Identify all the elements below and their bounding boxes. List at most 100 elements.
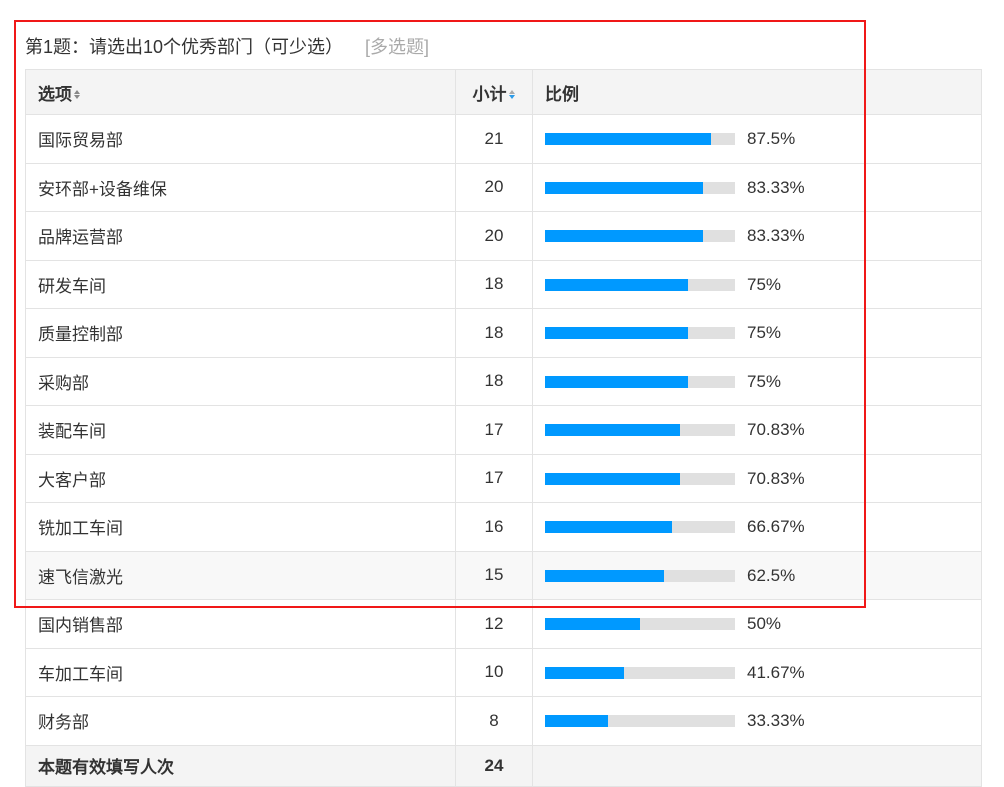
progress-bar — [545, 375, 735, 388]
option-count: 16 — [455, 502, 533, 552]
option-count: 10 — [455, 647, 533, 697]
ratio-text: 62.5% — [747, 565, 796, 585]
results-table: 选项 小计 比例 国际贸易部 21 87.5% 安环部+设备维保 20 83.33% 品牌运… — [25, 69, 982, 787]
question-text: 第1题：请选出10个优秀部门（可少选） — [25, 37, 344, 57]
progress-bar — [545, 521, 735, 533]
ratio-text: 50% — [747, 614, 782, 633]
option-count: 12 — [455, 599, 533, 649]
option-count: 17 — [455, 453, 533, 503]
table-row: 品牌运营部 20 83.33% — [25, 211, 982, 261]
ratio-cell: 50% — [532, 599, 982, 649]
option-label: 速飞信激光 — [25, 550, 456, 600]
ratio-cell: 75% — [532, 259, 982, 309]
table-row: 车加工车间 10 41.67% — [25, 647, 982, 697]
table-row: 质量控制部 18 75% — [25, 308, 982, 358]
option-label: 安环部+设备维保 — [25, 162, 456, 212]
table-header: 选项 小计 比例 — [25, 69, 982, 115]
ratio-cell: 70.83% — [532, 453, 982, 503]
progress-bar — [545, 424, 735, 436]
progress-fill — [545, 278, 688, 291]
option-count: 15 — [455, 550, 533, 600]
option-label: 质量控制部 — [25, 308, 456, 358]
header-count-label: 小计 — [472, 84, 507, 104]
progress-fill — [545, 569, 664, 582]
option-count: 20 — [455, 162, 533, 212]
progress-bar — [545, 569, 735, 582]
progress-fill — [545, 666, 625, 679]
ratio-text: 41.67% — [747, 662, 805, 682]
table-row: 铣加工车间 16 66.67% — [25, 502, 982, 552]
progress-fill — [545, 327, 688, 339]
ratio-cell: 41.67% — [532, 647, 982, 697]
sort-desc-icon[interactable] — [508, 89, 516, 99]
table-row: 大客户部 17 70.83% — [25, 453, 982, 503]
ratio-cell: 75% — [532, 308, 982, 358]
progress-fill — [545, 424, 680, 436]
progress-fill — [545, 230, 704, 242]
header-count[interactable]: 小计 — [455, 69, 533, 115]
option-label: 大客户部 — [25, 453, 456, 503]
ratio-text: 70.83% — [747, 420, 805, 439]
option-label: 装配车间 — [25, 405, 456, 455]
option-count: 18 — [455, 259, 533, 309]
ratio-text: 66.67% — [747, 517, 805, 536]
total-row: 本题有效填写人次 24 — [25, 744, 982, 787]
option-label: 国内销售部 — [25, 599, 456, 649]
option-count: 8 — [455, 696, 533, 746]
option-count: 17 — [455, 405, 533, 455]
progress-fill — [545, 133, 712, 145]
ratio-text: 33.33% — [747, 711, 805, 730]
option-count: 21 — [455, 114, 533, 164]
progress-bar — [545, 327, 735, 339]
progress-bar — [545, 715, 735, 727]
ratio-text: 75% — [747, 274, 782, 294]
ratio-cell: 83.33% — [532, 211, 982, 261]
ratio-cell: 70.83% — [532, 405, 982, 455]
table-row: 国内销售部 12 50% — [25, 599, 982, 649]
ratio-text: 75% — [747, 323, 782, 342]
option-label: 财务部 — [25, 696, 456, 746]
progress-bar — [545, 278, 735, 291]
table-row: 速飞信激光 15 62.5% — [25, 550, 982, 600]
table-row: 研发车间 18 75% — [25, 259, 982, 309]
progress-fill — [545, 618, 640, 630]
table-row: 国际贸易部 21 87.5% — [25, 114, 982, 164]
table-row: 装配车间 17 70.83% — [25, 405, 982, 455]
option-label: 研发车间 — [25, 259, 456, 309]
ratio-cell: 62.5% — [532, 550, 982, 600]
progress-fill — [545, 521, 672, 533]
total-label: 本题有效填写人次 — [25, 744, 456, 787]
table-row: 安环部+设备维保 20 83.33% — [25, 162, 982, 212]
sort-icon[interactable] — [74, 89, 81, 99]
progress-bar — [545, 618, 735, 630]
progress-bar — [545, 230, 735, 242]
table-row: 财务部 8 33.33% — [25, 696, 982, 746]
progress-bar — [545, 133, 735, 145]
ratio-cell: 75% — [532, 356, 982, 406]
option-count: 18 — [455, 356, 533, 406]
ratio-text: 75% — [747, 371, 782, 391]
option-label: 采购部 — [25, 356, 456, 406]
progress-bar — [545, 666, 735, 679]
question-title: 第1题：请选出10个优秀部门（可少选） [多选题] — [25, 33, 429, 59]
ratio-text: 83.33% — [747, 226, 805, 245]
ratio-cell: 87.5% — [532, 114, 982, 164]
header-ratio: 比例 — [532, 69, 982, 115]
option-label: 国际贸易部 — [25, 114, 456, 164]
option-label: 铣加工车间 — [25, 502, 456, 552]
table-row: 采购部 18 75% — [25, 356, 982, 406]
ratio-text: 83.33% — [747, 177, 805, 197]
progress-fill — [545, 181, 704, 194]
progress-fill — [545, 375, 688, 388]
ratio-cell: 83.33% — [532, 162, 982, 212]
option-count: 18 — [455, 308, 533, 358]
progress-bar — [545, 181, 735, 194]
header-option[interactable]: 选项 — [25, 69, 456, 115]
ratio-text: 87.5% — [747, 129, 796, 148]
total-empty — [532, 744, 982, 787]
header-option-label: 选项 — [38, 84, 72, 104]
option-label: 车加工车间 — [25, 647, 456, 697]
progress-fill — [545, 715, 609, 727]
ratio-text: 70.83% — [747, 468, 805, 488]
option-count: 20 — [455, 211, 533, 261]
